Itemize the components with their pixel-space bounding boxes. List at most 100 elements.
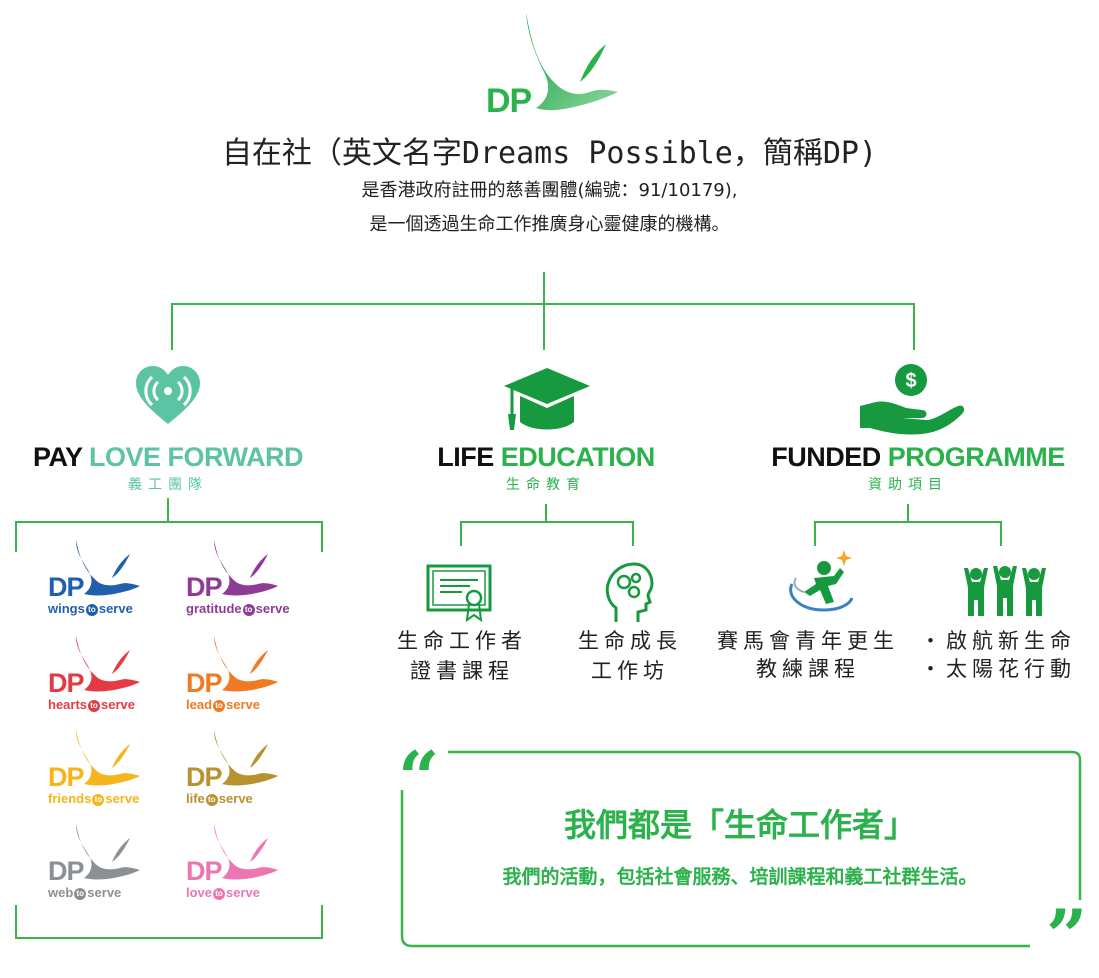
- logo-dp-text: DP: [186, 668, 223, 698]
- logo-serve: serve: [218, 791, 253, 806]
- close-quote-mark: ”: [1046, 893, 1088, 978]
- logo-serve-text: gratitude to serve: [186, 602, 290, 616]
- logo-dp-text: DP: [48, 762, 85, 792]
- branch-title-color: EDUCATION: [500, 442, 656, 472]
- logo-name: life: [186, 791, 205, 806]
- branch-life-education: LIFE EDUCATION 生命教育: [390, 360, 702, 500]
- bird-icon: [214, 730, 278, 786]
- volunteer-logos-grid: DP wings to serve DP gratitude to serve DP hearts…: [40, 538, 320, 918]
- to-badge: to: [85, 603, 98, 616]
- hand-money-icon: $: [860, 364, 965, 435]
- program-item-line1: ・啟航新生命: [920, 629, 1076, 653]
- branch-subtitle: 資助項目: [868, 477, 948, 493]
- dp-main-logo: DP: [482, 8, 622, 124]
- bird-icon: [526, 12, 618, 111]
- logo-dp-text: DP: [48, 668, 85, 698]
- branch-funded-programme: $ FUNDED PROGRAMME 資助項目: [760, 360, 1080, 500]
- logo-serve-text: life to serve: [186, 792, 253, 806]
- branch-subtitle: 義工團隊: [128, 477, 208, 493]
- logo-life-to-serve: DP life to serve: [184, 728, 314, 818]
- to-badge: to: [242, 603, 255, 616]
- logo-serve-text: lead to serve: [186, 698, 260, 712]
- logo-name: gratitude: [186, 601, 242, 616]
- logo-lead-to-serve: DP lead to serve: [184, 634, 314, 724]
- logo-serve-text: love to serve: [186, 886, 260, 900]
- logo-name: wings: [48, 601, 85, 616]
- bird-icon: [76, 540, 140, 596]
- logo-wings-to-serve: DP wings to serve: [46, 538, 176, 628]
- program-item-line2: 教練課程: [756, 657, 860, 681]
- program-item-line2: 證書課程: [410, 659, 514, 683]
- quote-frame: [400, 750, 1082, 948]
- people-cheer-icon: [964, 566, 1046, 616]
- to-badge: to: [74, 887, 87, 900]
- logo-serve-text: friends to serve: [48, 792, 139, 806]
- runner-coach-icon: [789, 550, 854, 612]
- logo-serve: serve: [98, 601, 133, 616]
- branch-title: FUNDED PROGRAMME: [760, 442, 1076, 473]
- branch-title: LIFE EDUCATION: [390, 442, 702, 473]
- program-item-line2: 工作坊: [591, 659, 669, 683]
- logo-love-to-serve: DP love to serve: [184, 822, 314, 912]
- branch-title-dark: FUNDED: [771, 442, 881, 472]
- program-item-line1: 賽馬會青年更生: [717, 629, 899, 653]
- logo-serve-text: web to serve: [48, 886, 121, 900]
- program-item-line2: ・太陽花行動: [920, 657, 1076, 681]
- branch-title-color: PROGRAMME: [887, 442, 1066, 472]
- logo-dp-text: DP: [186, 856, 223, 886]
- logo-gratitude-to-serve: DP gratitude to serve: [184, 538, 314, 628]
- logo-name: friends: [48, 791, 92, 806]
- logo-serve: serve: [226, 885, 260, 900]
- open-quote-mark: “: [398, 735, 440, 820]
- logo-serve-text: wings to serve: [48, 602, 133, 616]
- bird-icon: [214, 636, 278, 692]
- org-description-line1: 是香港政府註冊的慈善團體(編號：91/10179),: [361, 180, 738, 201]
- branch-title-color: LOVE FORWARD: [89, 442, 304, 472]
- logo-name: hearts: [48, 697, 88, 712]
- logo-dp-text: DP: [186, 762, 223, 792]
- logo-friends-to-serve: DP friends to serve: [46, 728, 176, 818]
- logo-name: web: [48, 885, 74, 900]
- bird-icon: [76, 636, 140, 692]
- bird-icon: [76, 824, 140, 880]
- to-badge: to: [88, 699, 101, 712]
- branch-pay-love-forward: PAY LOVE FORWARD 義工團隊: [0, 360, 340, 500]
- certificate-icon: [426, 564, 492, 622]
- logo-dp-text: DP: [48, 572, 85, 602]
- logo-serve: serve: [255, 601, 290, 616]
- branch-title: PAY LOVE FORWARD: [0, 442, 336, 473]
- bird-icon: [76, 730, 140, 786]
- head-gears-icon: [605, 562, 654, 622]
- logo-serve: serve: [87, 885, 122, 900]
- logo-serve-text: hearts to serve: [48, 698, 135, 712]
- branch-title-dark: PAY: [32, 442, 83, 472]
- graduation-cap-icon: [504, 368, 590, 430]
- org-title: 自在社（英文名字Dreams Possible，簡稱DP): [221, 136, 878, 171]
- program-item-line1: 生命工作者: [397, 629, 527, 653]
- svg-text:$: $: [905, 370, 916, 392]
- logo-name: love: [186, 885, 213, 900]
- quote-text: 我們的活動，包括社會服務、培訓課程和義工社群生活。: [502, 866, 978, 888]
- logo-name: lead: [186, 697, 213, 712]
- logo-dp-text: DP: [48, 856, 85, 886]
- to-badge: to: [205, 793, 218, 806]
- logo-dp-text: DP: [186, 572, 223, 602]
- program-item-line1: 生命成長: [578, 629, 682, 653]
- org-description-line2: 是一個透過生命工作推廣身心靈健康的機構。: [369, 214, 730, 235]
- quote-title: 我們都是「生命工作者」: [563, 806, 916, 844]
- branch-subtitle: 生命教育: [506, 477, 586, 493]
- logo-web-to-serve: DP web to serve: [46, 822, 176, 912]
- heart-signal-icon: [136, 366, 200, 424]
- logo-hearts-to-serve: DP hearts to serve: [46, 634, 176, 724]
- branch-title-dark: LIFE: [437, 442, 494, 472]
- to-badge: to: [213, 887, 226, 900]
- logo-serve: serve: [101, 697, 136, 712]
- to-badge: to: [213, 699, 226, 712]
- logo-serve: serve: [226, 697, 260, 712]
- bird-icon: [214, 540, 278, 596]
- to-badge: to: [92, 793, 105, 806]
- logo-serve: serve: [105, 791, 140, 806]
- dp-logo-text: DP: [486, 82, 532, 120]
- bird-icon: [214, 824, 278, 880]
